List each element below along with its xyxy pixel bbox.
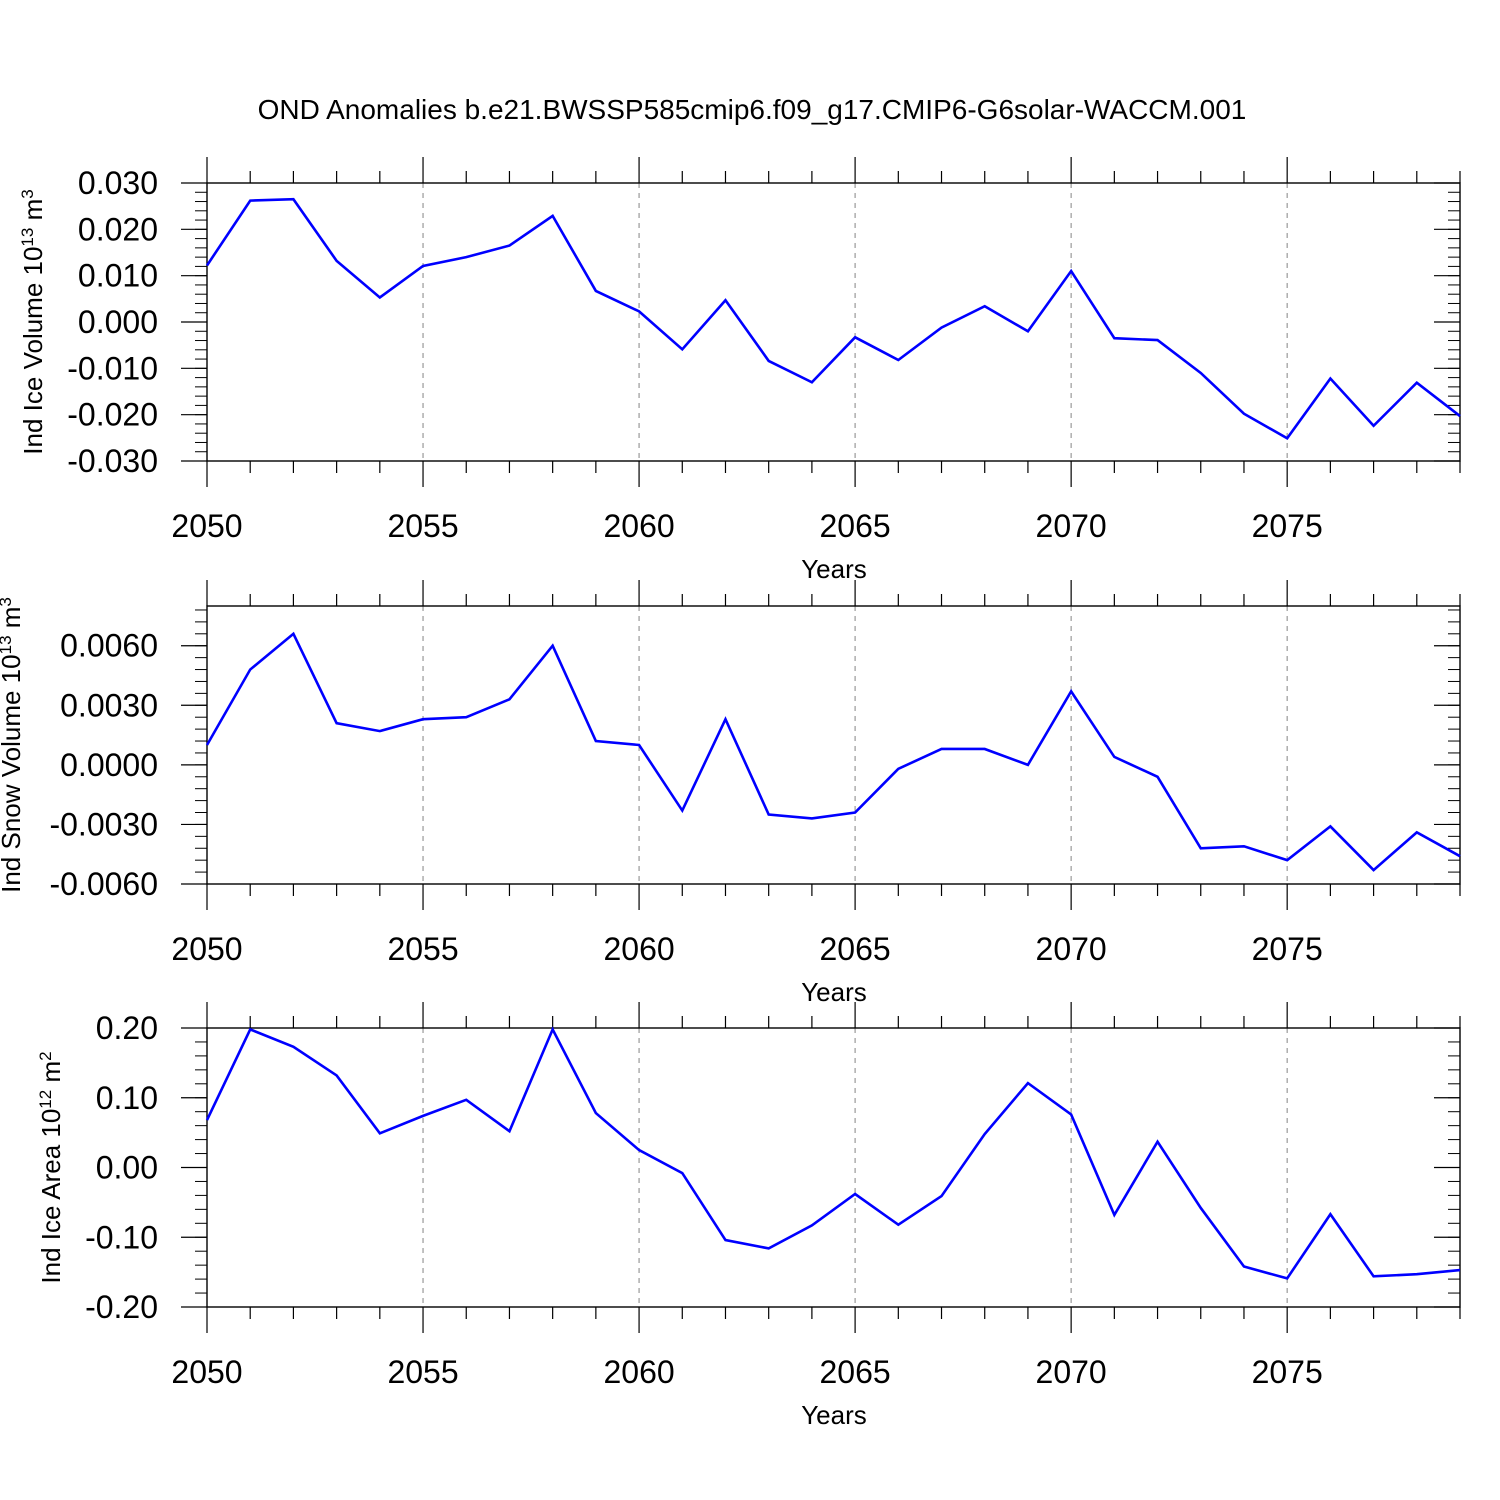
y-axis-label-unit: m (36, 1061, 66, 1090)
y-tick-label: 0.020 (78, 211, 158, 247)
series-line (205, 197, 1461, 441)
y-axis-label-unit: m (18, 199, 48, 228)
y-axis-label: Ind Ice Volume 1013 m3 (18, 189, 49, 454)
y-tick-label: 0.10 (96, 1080, 158, 1116)
plot-frame (206, 1027, 1461, 1308)
x-tick-label: 2050 (171, 931, 242, 967)
y-axis-label-unit: m (0, 607, 26, 636)
x-tick-label: 2050 (171, 1354, 242, 1390)
figure-title: OND Anomalies b.e21.BWSSP585cmip6.f09_g1… (258, 94, 1247, 125)
y-tick-label: -0.010 (67, 350, 158, 386)
x-tick-label: 2070 (1036, 931, 1107, 967)
y-axis-label: Ind Ice Area 1012 m2 (36, 1051, 67, 1283)
x-axis-label: Years (801, 977, 867, 1007)
x-tick-label: 2055 (387, 931, 458, 967)
y-tick-label: 0.000 (78, 304, 158, 340)
y-tick-label: -0.030 (67, 443, 158, 479)
x-tick-label: 2060 (603, 931, 674, 967)
series-line (205, 631, 1461, 872)
y-axis-label: Ind Snow Volume 1013 m3 (0, 597, 26, 893)
y-tick-label: 0.0000 (60, 747, 158, 783)
panel-2: 2050 2055 2060 2065 2070 2075 Years 0.0060 0.003… (0, 580, 1461, 1007)
x-tick-label: 2065 (820, 508, 891, 544)
y-tick-label: -0.0030 (49, 806, 158, 842)
y-axis-label-exponent: 13 (0, 635, 15, 654)
y-axis-label-exponent: 12 (36, 1090, 55, 1109)
y-tick-label: 0.0030 (60, 687, 158, 723)
y-axis-label-base: Ind Snow Volume 10 (0, 654, 26, 893)
plot-frame (206, 182, 1461, 462)
series-line (205, 1026, 1461, 1280)
y-tick-label: 0.00 (96, 1150, 158, 1186)
panel-1: 2050 2055 2060 2065 2070 2075 Years 0.030 0.020 0… (18, 157, 1461, 584)
y-tick-label: -0.10 (85, 1219, 158, 1255)
y-tick-label: -0.0060 (49, 866, 158, 902)
y-tick-label: 0.030 (78, 165, 158, 201)
x-tick-label: 2060 (603, 508, 674, 544)
x-tick-label: 2065 (820, 1354, 891, 1390)
x-tick-label: 2065 (820, 931, 891, 967)
y-axis-label-unit-exponent: 3 (18, 189, 37, 198)
y-tick-label: -0.020 (67, 397, 158, 433)
y-tick-label: 0.0060 (60, 628, 158, 664)
plot-frame (206, 605, 1461, 885)
y-tick-label: 0.010 (78, 258, 158, 294)
x-tick-label: 2050 (171, 508, 242, 544)
x-axis-label: Years (801, 1400, 867, 1430)
x-tick-label: 2075 (1252, 1354, 1323, 1390)
x-tick-label: 2055 (387, 508, 458, 544)
x-axis-label: Years (801, 554, 867, 584)
x-tick-label: 2070 (1036, 1354, 1107, 1390)
x-tick-label: 2075 (1252, 508, 1323, 544)
y-axis-label-unit-exponent: 3 (0, 597, 15, 606)
y-tick-label: 0.20 (96, 1010, 158, 1046)
x-tick-label: 2060 (603, 1354, 674, 1390)
x-tick-label: 2070 (1036, 508, 1107, 544)
y-axis-label-base: Ind Ice Area 10 (36, 1109, 66, 1284)
y-tick-label: -0.20 (85, 1289, 158, 1325)
y-axis-label-exponent: 13 (18, 228, 37, 247)
y-axis-label-unit-exponent: 2 (36, 1051, 55, 1060)
x-tick-label: 2055 (387, 1354, 458, 1390)
panel-3: 2050 2055 2060 2065 2070 2075 Years 0.20 0.10 0.0… (36, 1002, 1461, 1430)
y-axis-label-base: Ind Ice Volume 10 (18, 247, 48, 455)
x-tick-label: 2075 (1252, 931, 1323, 967)
